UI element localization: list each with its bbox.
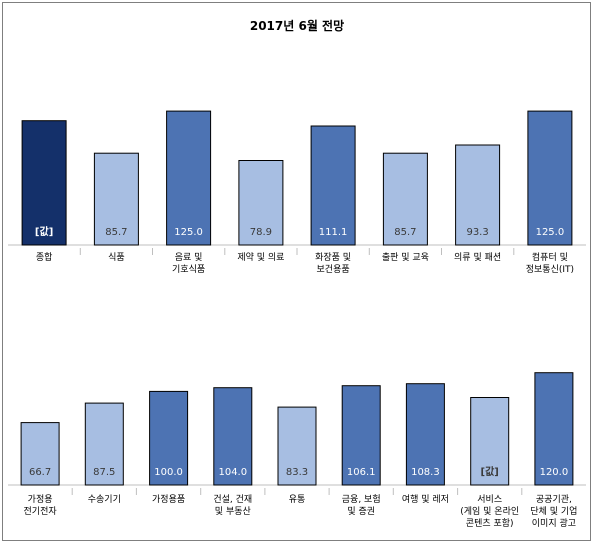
- data-label: 78.9: [250, 227, 272, 238]
- category-label: 유통: [289, 494, 306, 505]
- data-label: 100.0: [154, 467, 183, 478]
- bar: [213, 387, 253, 486]
- data-label: 104.0: [218, 467, 247, 478]
- category-label: 수송기기: [88, 494, 121, 505]
- category-label: 여행 및 레저: [402, 493, 449, 505]
- category-label: 출판 및 교육: [382, 251, 429, 263]
- category-label: 가정용품: [152, 494, 185, 505]
- bar: [149, 390, 189, 486]
- bar: [84, 402, 124, 486]
- bar: [20, 422, 60, 486]
- data-label: 87.5: [93, 467, 115, 478]
- category-label: 컴퓨터 및 정보통신(IT): [526, 251, 574, 275]
- top-panel: [값] 종합 85.7 식품 125.0 음료 및 기호식품 78.9 제약 및 의료 111.1…: [8, 110, 586, 275]
- data-label: 106.1: [347, 467, 376, 478]
- bar: [470, 397, 510, 486]
- category-label: 건설, 건재 및 부동산: [213, 494, 252, 517]
- data-label: 85.7: [394, 227, 416, 238]
- bar: [238, 160, 284, 246]
- data-label: 108.3: [411, 467, 440, 478]
- bar: [310, 125, 356, 246]
- chart-title: 2017년 6월 전망: [250, 18, 344, 33]
- bar: [534, 372, 574, 486]
- data-label: 66.7: [29, 467, 51, 478]
- data-label: [값]: [35, 226, 53, 238]
- category-label: 종합: [36, 252, 53, 263]
- data-label: 83.3: [286, 467, 308, 478]
- category-label: 가정용 전기전자: [24, 494, 58, 517]
- bar: [21, 120, 67, 246]
- category-label: 금융, 보험 및 증권: [342, 494, 381, 517]
- category-label: 식품: [108, 252, 125, 263]
- bottom-panel: 66.7 가정용 전기전자 87.5 수송기기 100.0 가정용품 104.0 건설, 건재 및…: [8, 372, 586, 529]
- bar: [166, 110, 212, 246]
- data-label: [값]: [481, 466, 499, 478]
- data-label: 120.0: [540, 467, 569, 478]
- data-label: 93.3: [466, 227, 488, 238]
- bar: [382, 152, 428, 246]
- category-label: 화장품 및 보건용품: [315, 251, 351, 275]
- bar: [527, 110, 573, 246]
- bar: [455, 144, 501, 246]
- data-label: 125.0: [536, 227, 565, 238]
- category-label: 제약 및 의료: [237, 251, 284, 263]
- data-label: 111.1: [319, 227, 348, 238]
- bar: [405, 383, 445, 486]
- category-label: 공공기관, 단체 및 기업 이미지 광고: [530, 494, 577, 529]
- category-label: 서비스 (게임 및 온라인 콘텐츠 포함): [460, 494, 519, 529]
- category-label: 음료 및 기호식품: [172, 251, 205, 275]
- category-label: 의류 및 패션: [454, 251, 501, 263]
- data-label: 85.7: [105, 227, 127, 238]
- bar: [93, 152, 139, 246]
- data-label: 125.0: [174, 227, 203, 238]
- bar: [341, 385, 381, 486]
- bar: [277, 406, 317, 486]
